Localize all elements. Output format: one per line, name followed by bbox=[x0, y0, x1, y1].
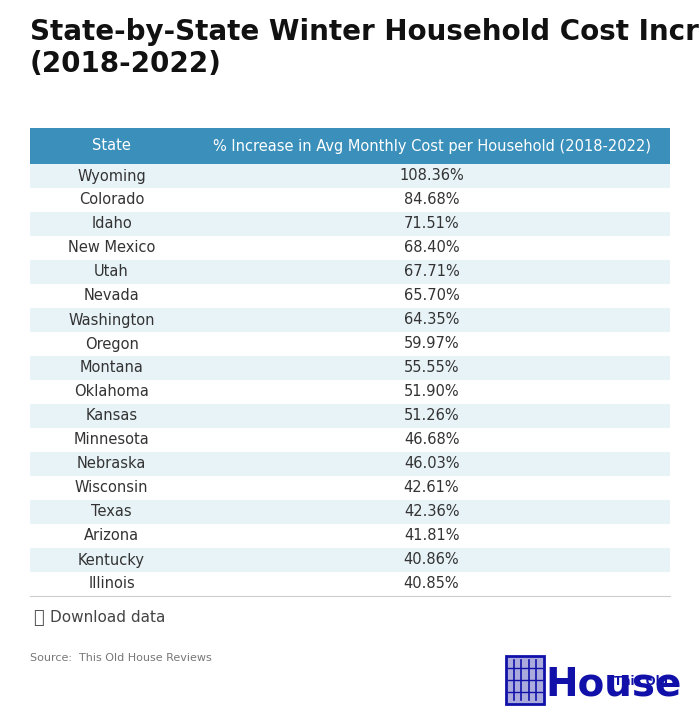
Text: Washington: Washington bbox=[69, 313, 155, 328]
Bar bbox=[30, 500, 670, 524]
Text: 71.51%: 71.51% bbox=[404, 217, 459, 232]
Text: 51.90%: 51.90% bbox=[404, 385, 459, 399]
Text: 40.86%: 40.86% bbox=[404, 552, 459, 567]
Text: Arizona: Arizona bbox=[84, 529, 139, 544]
Text: 46.03%: 46.03% bbox=[404, 456, 459, 471]
Text: Illinois: Illinois bbox=[88, 576, 135, 591]
Text: 42.36%: 42.36% bbox=[404, 505, 459, 520]
Text: Download data: Download data bbox=[50, 611, 165, 625]
Text: ⤓: ⤓ bbox=[33, 609, 43, 627]
Text: 65.70%: 65.70% bbox=[404, 289, 459, 303]
Text: Texas: Texas bbox=[91, 505, 132, 520]
Text: Kentucky: Kentucky bbox=[78, 552, 145, 567]
Bar bbox=[30, 236, 670, 260]
Text: 68.40%: 68.40% bbox=[404, 240, 459, 256]
Text: 42.61%: 42.61% bbox=[404, 481, 459, 495]
Text: 46.68%: 46.68% bbox=[404, 432, 459, 448]
Text: Montana: Montana bbox=[80, 360, 144, 375]
Text: State: State bbox=[92, 139, 131, 154]
Text: Minnesota: Minnesota bbox=[74, 432, 150, 448]
Bar bbox=[30, 188, 670, 212]
Bar bbox=[30, 260, 670, 284]
Bar bbox=[30, 476, 670, 500]
Text: 64.35%: 64.35% bbox=[404, 313, 459, 328]
Bar bbox=[30, 380, 670, 404]
Bar bbox=[30, 452, 670, 476]
Bar bbox=[30, 284, 670, 308]
Bar bbox=[30, 572, 670, 596]
Text: State-by-State Winter Household Cost Increase
(2018-2022): State-by-State Winter Household Cost Inc… bbox=[30, 18, 700, 79]
Text: House: House bbox=[545, 666, 682, 704]
Text: 67.71%: 67.71% bbox=[404, 264, 459, 279]
Text: Utah: Utah bbox=[94, 264, 129, 279]
Bar bbox=[30, 524, 670, 548]
Text: 51.26%: 51.26% bbox=[404, 409, 459, 424]
Bar bbox=[30, 356, 670, 380]
Text: Wisconsin: Wisconsin bbox=[75, 481, 148, 495]
Bar bbox=[30, 404, 670, 428]
Bar bbox=[30, 308, 670, 332]
Text: Wyoming: Wyoming bbox=[77, 168, 146, 183]
Text: % Increase in Avg Monthly Cost per Household (2018-2022): % Increase in Avg Monthly Cost per House… bbox=[213, 139, 650, 154]
Bar bbox=[506, 656, 544, 704]
Bar bbox=[30, 548, 670, 572]
Text: This Old: This Old bbox=[614, 675, 668, 688]
Text: Oregon: Oregon bbox=[85, 336, 139, 352]
Text: 40.85%: 40.85% bbox=[404, 576, 459, 591]
Text: 59.97%: 59.97% bbox=[404, 336, 459, 352]
Text: Nebraska: Nebraska bbox=[77, 456, 146, 471]
Text: Idaho: Idaho bbox=[91, 217, 132, 232]
Bar bbox=[30, 212, 670, 236]
Bar bbox=[30, 128, 670, 164]
Text: 108.36%: 108.36% bbox=[399, 168, 464, 183]
Bar bbox=[30, 164, 670, 188]
Text: 41.81%: 41.81% bbox=[404, 529, 459, 544]
Text: Source:  This Old House Reviews: Source: This Old House Reviews bbox=[30, 653, 211, 663]
Text: Kansas: Kansas bbox=[85, 409, 138, 424]
Text: Nevada: Nevada bbox=[84, 289, 139, 303]
Bar bbox=[30, 332, 670, 356]
Text: New Mexico: New Mexico bbox=[68, 240, 155, 256]
Text: 84.68%: 84.68% bbox=[404, 193, 459, 207]
Bar bbox=[30, 428, 670, 452]
Text: Colorado: Colorado bbox=[79, 193, 144, 207]
Text: Oklahoma: Oklahoma bbox=[74, 385, 149, 399]
Text: 55.55%: 55.55% bbox=[404, 360, 459, 375]
